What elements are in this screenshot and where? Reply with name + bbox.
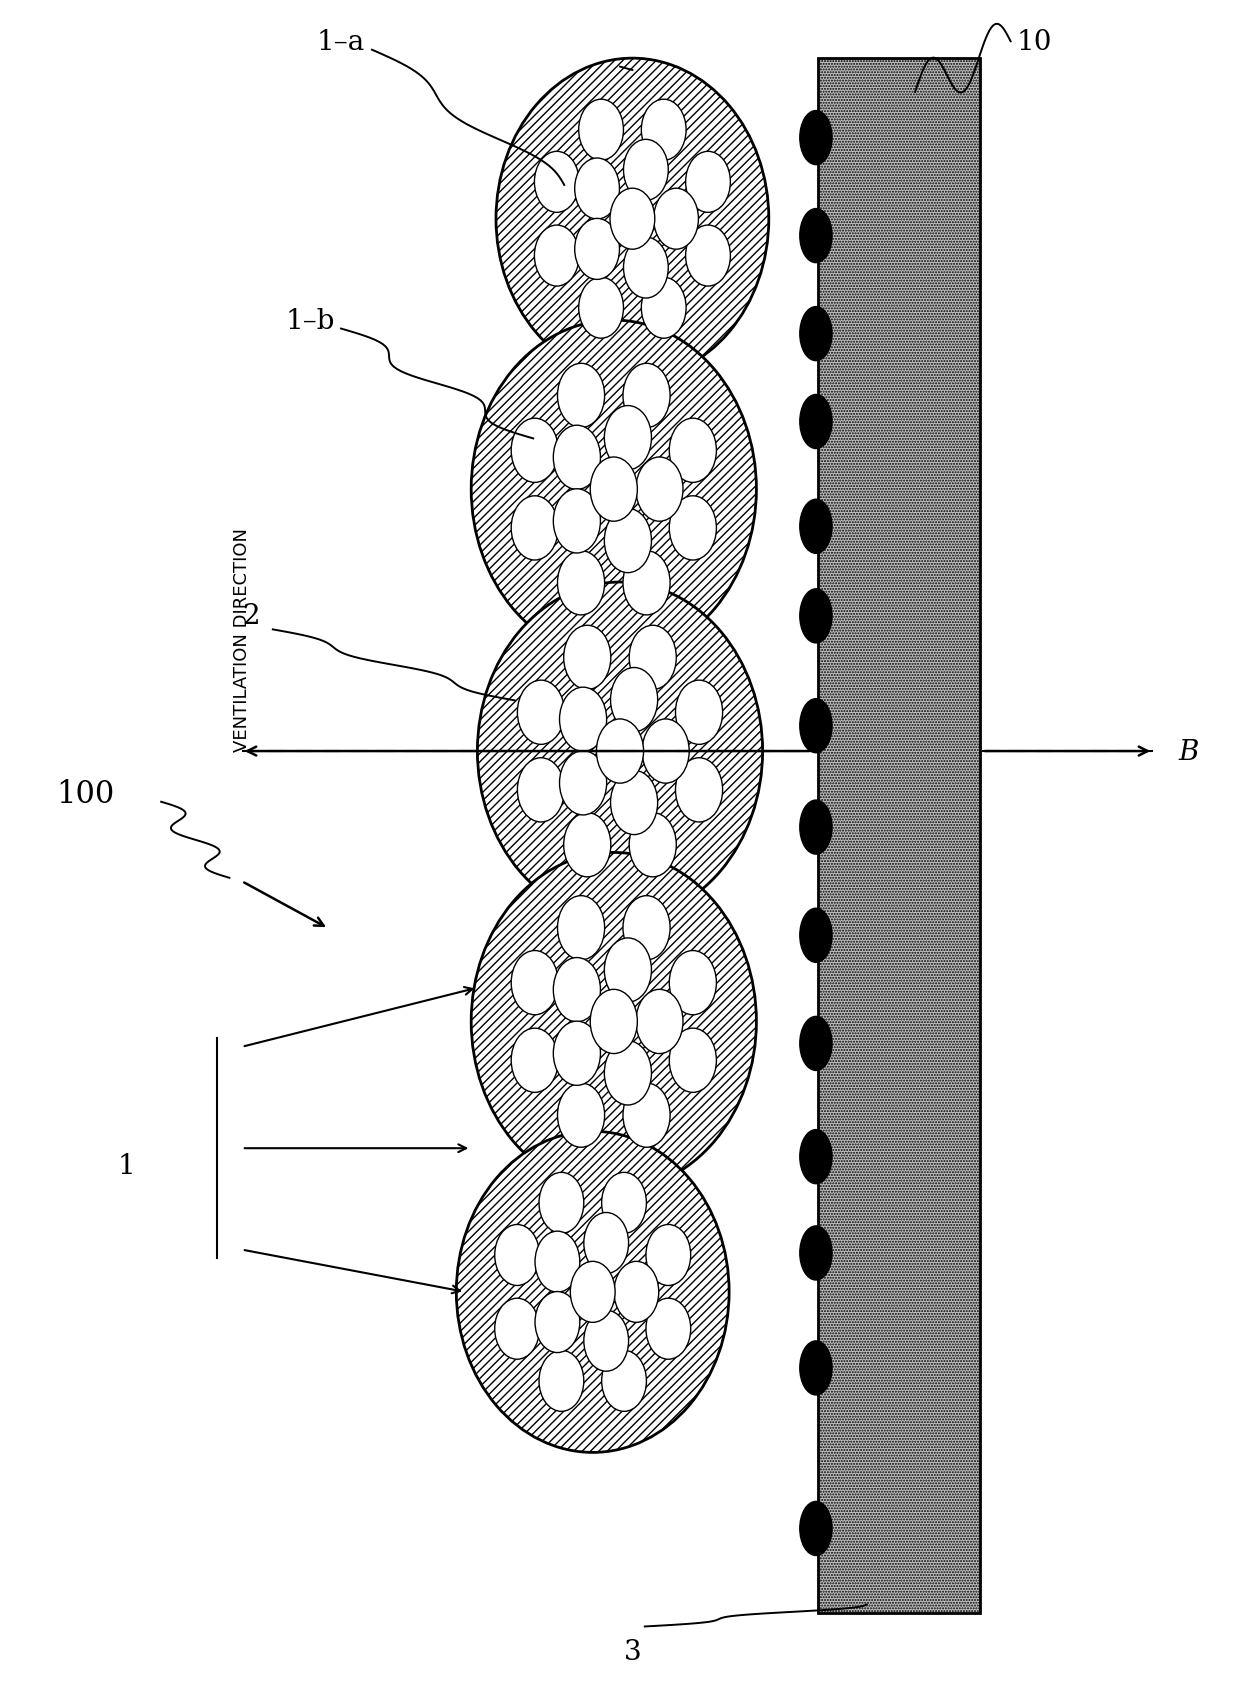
Ellipse shape	[539, 1172, 584, 1233]
Ellipse shape	[601, 1351, 646, 1412]
Ellipse shape	[646, 1299, 691, 1360]
Ellipse shape	[596, 720, 644, 784]
Ellipse shape	[800, 1017, 832, 1071]
Ellipse shape	[629, 812, 676, 877]
Ellipse shape	[800, 307, 832, 361]
Ellipse shape	[686, 226, 730, 287]
Ellipse shape	[511, 497, 558, 561]
Ellipse shape	[517, 758, 564, 823]
Ellipse shape	[610, 189, 655, 250]
Ellipse shape	[558, 1083, 605, 1147]
Ellipse shape	[800, 801, 832, 855]
Bar	[818, 59, 980, 1613]
Ellipse shape	[641, 279, 686, 339]
Ellipse shape	[624, 140, 668, 201]
Ellipse shape	[670, 951, 717, 1015]
Ellipse shape	[558, 897, 605, 961]
Ellipse shape	[610, 770, 657, 834]
Ellipse shape	[800, 500, 832, 554]
Ellipse shape	[800, 395, 832, 449]
Ellipse shape	[471, 321, 756, 659]
Ellipse shape	[477, 583, 763, 921]
Ellipse shape	[534, 226, 579, 287]
Ellipse shape	[610, 669, 657, 733]
Ellipse shape	[558, 551, 605, 615]
Ellipse shape	[539, 1351, 584, 1412]
Ellipse shape	[604, 508, 651, 573]
Ellipse shape	[800, 589, 832, 644]
Ellipse shape	[564, 812, 611, 877]
Ellipse shape	[495, 1225, 539, 1285]
Text: B: B	[1178, 738, 1198, 765]
Ellipse shape	[670, 419, 717, 483]
Ellipse shape	[590, 458, 637, 522]
Text: 100: 100	[56, 779, 114, 809]
Ellipse shape	[553, 490, 600, 554]
Ellipse shape	[564, 627, 611, 691]
Text: 3: 3	[624, 1638, 641, 1665]
Ellipse shape	[584, 1213, 629, 1274]
Text: 10: 10	[1017, 29, 1053, 56]
Ellipse shape	[456, 1132, 729, 1453]
Ellipse shape	[800, 909, 832, 963]
Ellipse shape	[686, 152, 730, 213]
Ellipse shape	[676, 758, 723, 823]
Text: 2: 2	[242, 603, 259, 630]
Ellipse shape	[517, 681, 564, 745]
Ellipse shape	[553, 426, 600, 490]
Ellipse shape	[511, 1029, 558, 1093]
Ellipse shape	[624, 238, 668, 299]
Ellipse shape	[584, 1311, 629, 1371]
Ellipse shape	[553, 958, 600, 1022]
Ellipse shape	[579, 279, 624, 339]
Text: 1–b: 1–b	[285, 307, 335, 334]
Ellipse shape	[642, 720, 689, 784]
Ellipse shape	[614, 1262, 658, 1322]
Ellipse shape	[604, 939, 651, 1003]
Ellipse shape	[622, 551, 670, 615]
Ellipse shape	[590, 990, 637, 1054]
Ellipse shape	[800, 111, 832, 166]
Ellipse shape	[511, 419, 558, 483]
Ellipse shape	[800, 1130, 832, 1184]
Ellipse shape	[553, 1022, 600, 1086]
Ellipse shape	[559, 752, 606, 816]
Ellipse shape	[800, 1502, 832, 1556]
Ellipse shape	[495, 1299, 539, 1360]
Ellipse shape	[636, 458, 683, 522]
Ellipse shape	[646, 1225, 691, 1285]
Ellipse shape	[570, 1262, 615, 1322]
Ellipse shape	[496, 59, 769, 380]
Ellipse shape	[670, 1029, 717, 1093]
Ellipse shape	[574, 159, 620, 220]
Ellipse shape	[511, 951, 558, 1015]
Ellipse shape	[676, 681, 723, 745]
Text: 1–a: 1–a	[316, 29, 365, 56]
Ellipse shape	[558, 365, 605, 429]
Ellipse shape	[622, 365, 670, 429]
Ellipse shape	[629, 627, 676, 691]
Text: VENTILATION DIRECTION: VENTILATION DIRECTION	[233, 527, 250, 752]
Ellipse shape	[670, 497, 717, 561]
Text: 1: 1	[118, 1152, 135, 1179]
Ellipse shape	[800, 1341, 832, 1395]
Ellipse shape	[534, 1231, 580, 1292]
Ellipse shape	[534, 152, 579, 213]
Ellipse shape	[534, 1292, 580, 1353]
Ellipse shape	[604, 1040, 651, 1105]
Ellipse shape	[471, 853, 756, 1191]
Ellipse shape	[604, 407, 651, 471]
Ellipse shape	[636, 990, 683, 1054]
Ellipse shape	[800, 209, 832, 263]
Ellipse shape	[622, 1083, 670, 1147]
Ellipse shape	[653, 189, 698, 250]
Ellipse shape	[579, 100, 624, 160]
Ellipse shape	[574, 220, 620, 280]
Ellipse shape	[800, 1226, 832, 1280]
Ellipse shape	[601, 1172, 646, 1233]
Ellipse shape	[641, 100, 686, 160]
Ellipse shape	[559, 687, 606, 752]
Ellipse shape	[622, 897, 670, 961]
Ellipse shape	[800, 699, 832, 753]
